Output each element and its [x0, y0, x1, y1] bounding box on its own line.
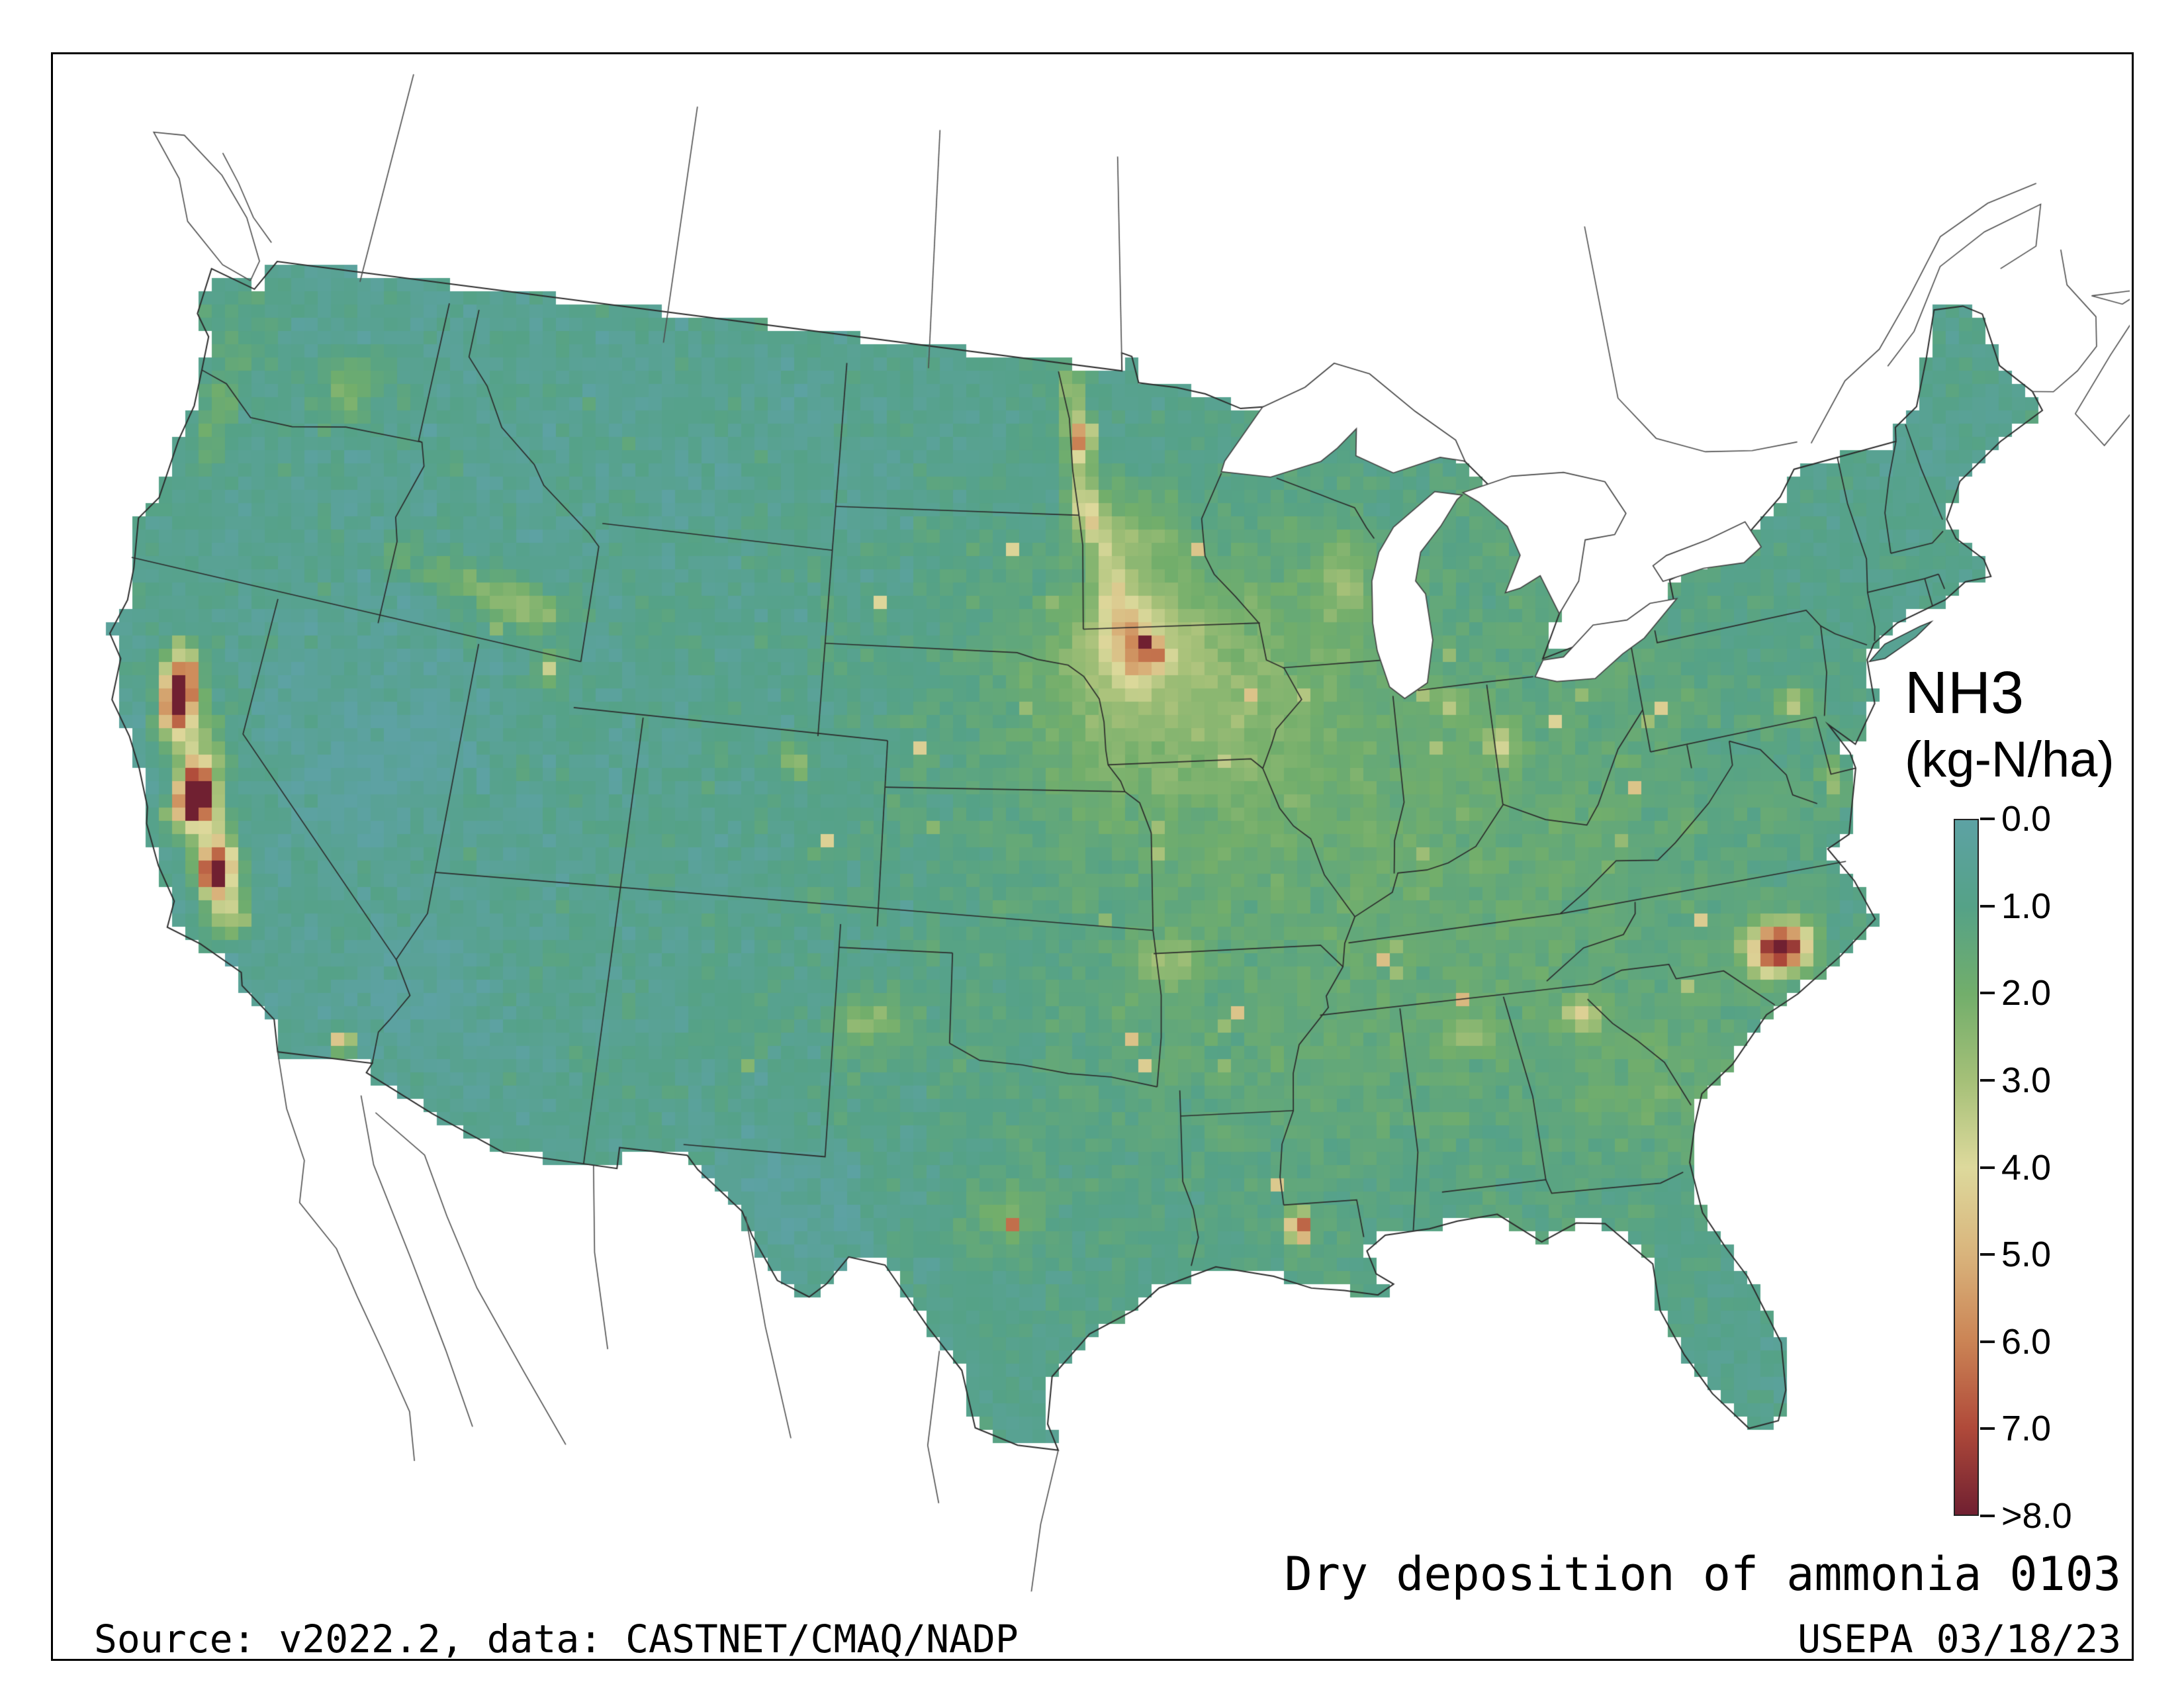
- legend-tick: 3.0: [1980, 1060, 2051, 1100]
- legend-tick: 7.0: [1980, 1409, 2051, 1448]
- legend-tick: 6.0: [1980, 1322, 2051, 1362]
- legend-tick-label: 7.0: [2001, 1409, 2052, 1449]
- legend-tick: 5.0: [1980, 1235, 2051, 1274]
- legend-tick-mark: [1980, 1078, 1995, 1082]
- legend-tick-mark: [1980, 1515, 1995, 1517]
- legend-tick: 4.0: [1980, 1148, 2051, 1188]
- legend-tick-label: 3.0: [2001, 1060, 2052, 1100]
- legend-tick-mark: [1980, 992, 1995, 995]
- legend-tick-mark: [1980, 818, 1995, 820]
- legend-tick-label: 5.0: [2001, 1235, 2052, 1275]
- legend-tick-mark: [1980, 1166, 1995, 1169]
- legend-tick: 0.0: [1980, 799, 2051, 839]
- legend-tick-mark: [1980, 904, 1995, 908]
- legend-tick-mark: [1980, 1427, 1995, 1430]
- legend-tick-label: 1.0: [2001, 886, 2052, 926]
- legend-tick: >8.0: [1980, 1496, 2072, 1536]
- legend-tick-label: 2.0: [2001, 973, 2052, 1013]
- legend-tick: 1.0: [1980, 886, 2051, 926]
- map-title: Dry deposition of ammonia 0103: [1284, 1547, 2121, 1601]
- legend-tick-label: >8.0: [2001, 1496, 2072, 1536]
- figure-border: [51, 52, 2134, 1661]
- legend-tick-mark: [1980, 1253, 1995, 1256]
- agency-date: USEPA 03/18/23: [1797, 1617, 2121, 1662]
- legend-units: (kg-N/ha): [1905, 731, 2115, 788]
- legend-tick-label: 0.0: [2001, 799, 2052, 839]
- legend-tick-label: 6.0: [2001, 1321, 2052, 1362]
- legend-tick-mark: [1980, 1340, 1995, 1343]
- source-note: Source: v2022.2, data: CASTNET/CMAQ/NADP: [94, 1617, 1019, 1662]
- legend-tick: 2.0: [1980, 973, 2051, 1013]
- legend-ticks: 0.0 1.0 2.0 3.0 4.0 5.0 6.0 7.0 >8.0: [1980, 799, 2152, 1536]
- legend-tick-label: 4.0: [2001, 1147, 2052, 1188]
- legend-colorbar: [1954, 819, 1979, 1516]
- legend-title: NH3: [1905, 660, 2025, 726]
